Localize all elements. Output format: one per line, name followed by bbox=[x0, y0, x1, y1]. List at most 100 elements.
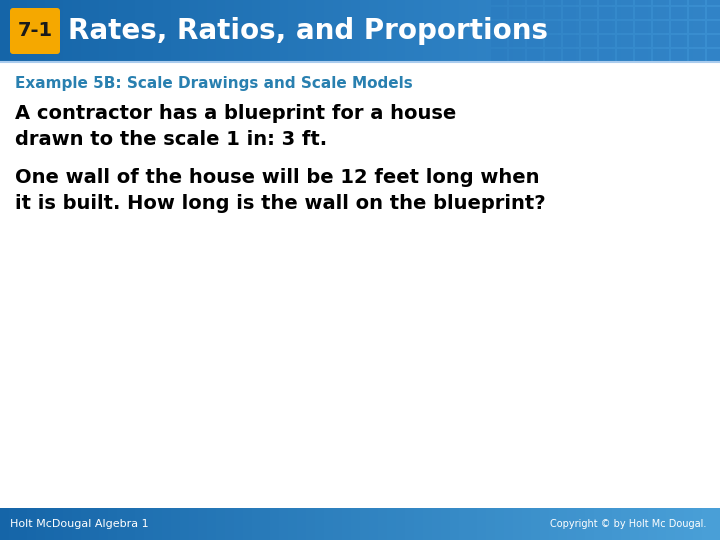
Bar bbox=[180, 508, 189, 540]
Bar bbox=[495, 508, 504, 540]
Bar bbox=[477, 508, 486, 540]
Bar bbox=[405, 508, 414, 540]
Bar bbox=[549, 508, 558, 540]
Text: A contractor has a blueprint for a house: A contractor has a blueprint for a house bbox=[15, 104, 456, 123]
Bar bbox=[635, 49, 651, 61]
Bar bbox=[234, 508, 243, 540]
Bar bbox=[189, 508, 198, 540]
Bar bbox=[54, 508, 63, 540]
Bar bbox=[243, 508, 252, 540]
Bar bbox=[671, 21, 687, 33]
Bar bbox=[450, 508, 459, 540]
Bar bbox=[396, 508, 405, 540]
Bar bbox=[198, 508, 207, 540]
Bar bbox=[563, 7, 579, 19]
Bar bbox=[189, 0, 198, 62]
Bar bbox=[441, 508, 450, 540]
Bar bbox=[81, 0, 90, 62]
Bar bbox=[630, 508, 639, 540]
Bar bbox=[306, 0, 315, 62]
Bar bbox=[491, 49, 507, 61]
Bar bbox=[581, 21, 597, 33]
Bar bbox=[315, 0, 324, 62]
Bar bbox=[468, 508, 477, 540]
Bar bbox=[689, 35, 705, 47]
Bar bbox=[527, 0, 543, 5]
Bar bbox=[630, 0, 639, 62]
Bar bbox=[599, 0, 615, 5]
Bar bbox=[563, 35, 579, 47]
Bar bbox=[99, 0, 108, 62]
Bar bbox=[72, 508, 81, 540]
Bar bbox=[387, 508, 396, 540]
Bar bbox=[378, 0, 387, 62]
Bar bbox=[581, 7, 597, 19]
Bar bbox=[707, 35, 720, 47]
Bar bbox=[563, 21, 579, 33]
Bar bbox=[671, 7, 687, 19]
Bar bbox=[279, 0, 288, 62]
Bar bbox=[617, 49, 633, 61]
Bar bbox=[144, 0, 153, 62]
Bar bbox=[635, 35, 651, 47]
Bar bbox=[153, 508, 162, 540]
Bar bbox=[666, 508, 675, 540]
Bar bbox=[707, 49, 720, 61]
Bar bbox=[135, 508, 144, 540]
Bar bbox=[585, 508, 594, 540]
Bar bbox=[675, 0, 684, 62]
Bar bbox=[297, 508, 306, 540]
Bar bbox=[72, 0, 81, 62]
Bar bbox=[117, 0, 126, 62]
Bar bbox=[707, 21, 720, 33]
Bar bbox=[477, 0, 486, 62]
Bar bbox=[225, 508, 234, 540]
Bar bbox=[198, 0, 207, 62]
Bar bbox=[635, 21, 651, 33]
Bar bbox=[126, 0, 135, 62]
Bar bbox=[648, 508, 657, 540]
Bar bbox=[270, 0, 279, 62]
Bar bbox=[527, 49, 543, 61]
Bar bbox=[486, 508, 495, 540]
Text: 7-1: 7-1 bbox=[17, 22, 53, 40]
Bar bbox=[99, 508, 108, 540]
Bar bbox=[279, 508, 288, 540]
Bar bbox=[90, 0, 99, 62]
Bar bbox=[617, 0, 633, 5]
Bar bbox=[333, 508, 342, 540]
Bar bbox=[504, 0, 513, 62]
Bar bbox=[684, 508, 693, 540]
Bar bbox=[0, 508, 9, 540]
Bar bbox=[513, 508, 522, 540]
Bar bbox=[315, 508, 324, 540]
Bar bbox=[522, 0, 531, 62]
Bar bbox=[297, 0, 306, 62]
Bar bbox=[351, 0, 360, 62]
Bar bbox=[414, 0, 423, 62]
Bar bbox=[351, 508, 360, 540]
Bar bbox=[576, 508, 585, 540]
Bar bbox=[581, 0, 597, 5]
Bar bbox=[653, 49, 669, 61]
Bar bbox=[261, 508, 270, 540]
Bar bbox=[252, 0, 261, 62]
Bar bbox=[378, 508, 387, 540]
Bar bbox=[81, 508, 90, 540]
Bar bbox=[657, 0, 666, 62]
Bar bbox=[171, 508, 180, 540]
Bar bbox=[9, 0, 18, 62]
Bar bbox=[324, 508, 333, 540]
Bar bbox=[509, 0, 525, 5]
Bar bbox=[288, 0, 297, 62]
Bar bbox=[540, 508, 549, 540]
Bar bbox=[495, 0, 504, 62]
Bar bbox=[18, 508, 27, 540]
Bar bbox=[207, 508, 216, 540]
Bar bbox=[162, 0, 171, 62]
Bar bbox=[441, 0, 450, 62]
Bar bbox=[585, 0, 594, 62]
Bar bbox=[180, 0, 189, 62]
Bar bbox=[270, 508, 279, 540]
Bar bbox=[468, 0, 477, 62]
